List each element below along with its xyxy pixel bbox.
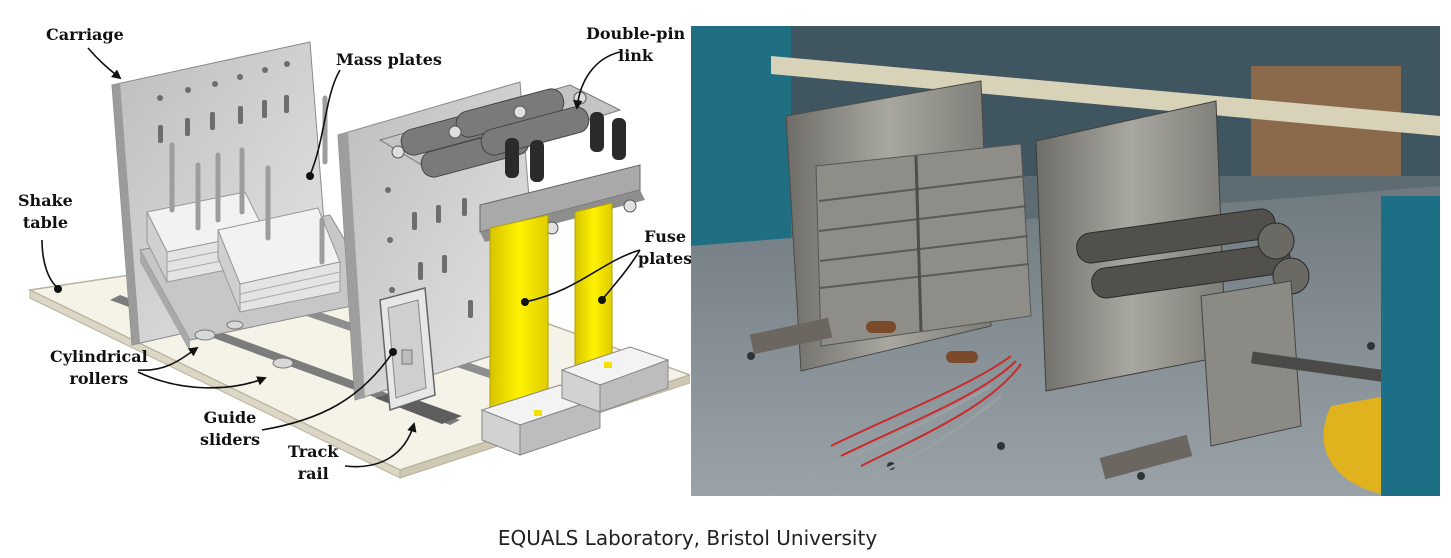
label-shake-line1: Shake xyxy=(18,191,73,210)
cylindrical-rollers xyxy=(194,320,294,369)
label-guide-line2: sliders xyxy=(200,430,260,449)
threaded-rods xyxy=(169,95,328,265)
label-carriage: Carriage xyxy=(46,25,124,44)
label-track-rail: Track rail xyxy=(288,441,338,485)
photo-roller-1 xyxy=(866,321,896,333)
guide-slider xyxy=(379,287,436,412)
photo-mass-plates xyxy=(815,143,1032,347)
label-fuse-plates: Fuse plates xyxy=(638,226,692,270)
leader-lines xyxy=(41,47,641,468)
photo-floor-clamp-left xyxy=(749,317,833,355)
label-track-line2: rail xyxy=(297,464,329,483)
label-cylindrical-rollers: Cylindrical rollers xyxy=(50,346,148,390)
photo-roller-2 xyxy=(946,351,978,363)
photo-cables xyxy=(750,384,1002,496)
label-guide-sliders: Guide sliders xyxy=(200,407,260,451)
label-double-pin-line2: link xyxy=(618,46,654,65)
photo-floor-clamp-right xyxy=(1099,434,1193,480)
photo-wires xyxy=(830,355,1022,467)
label-double-pin-link: Double-pin link xyxy=(586,23,685,67)
photo-fuse-fixture xyxy=(1200,280,1302,447)
photo-links xyxy=(1076,208,1310,299)
test-rig-schematic xyxy=(27,41,690,479)
lab-photograph xyxy=(691,26,1440,496)
label-double-pin-line1: Double-pin xyxy=(586,24,686,43)
label-shake-table: Shake table xyxy=(18,190,73,234)
label-fuse-line1: Fuse xyxy=(644,227,687,246)
label-shake-line2: table xyxy=(22,213,69,232)
label-rollers-line1: Cylindrical xyxy=(50,347,148,366)
label-rollers-line2: rollers xyxy=(69,369,129,388)
label-mass-plates: Mass plates xyxy=(336,50,442,69)
figure-caption: EQUALS Laboratory, Bristol University xyxy=(497,526,878,550)
carriage-slots xyxy=(157,61,290,143)
lab-photo-drawing xyxy=(691,26,1440,496)
overhead-beam xyxy=(771,56,1440,136)
label-track-line1: Track xyxy=(288,442,339,461)
fuse-base-blocks xyxy=(480,346,670,456)
double-pin-links xyxy=(378,84,626,182)
label-fuse-line2: plates xyxy=(638,249,693,268)
blue-frame-right xyxy=(1381,196,1440,496)
front-plate-slots xyxy=(385,187,473,338)
label-guide-line1: Guide xyxy=(203,408,257,427)
fuse-plate-left xyxy=(489,214,549,423)
leader-dots xyxy=(54,172,606,356)
mass-plate-stack-right xyxy=(217,207,341,313)
